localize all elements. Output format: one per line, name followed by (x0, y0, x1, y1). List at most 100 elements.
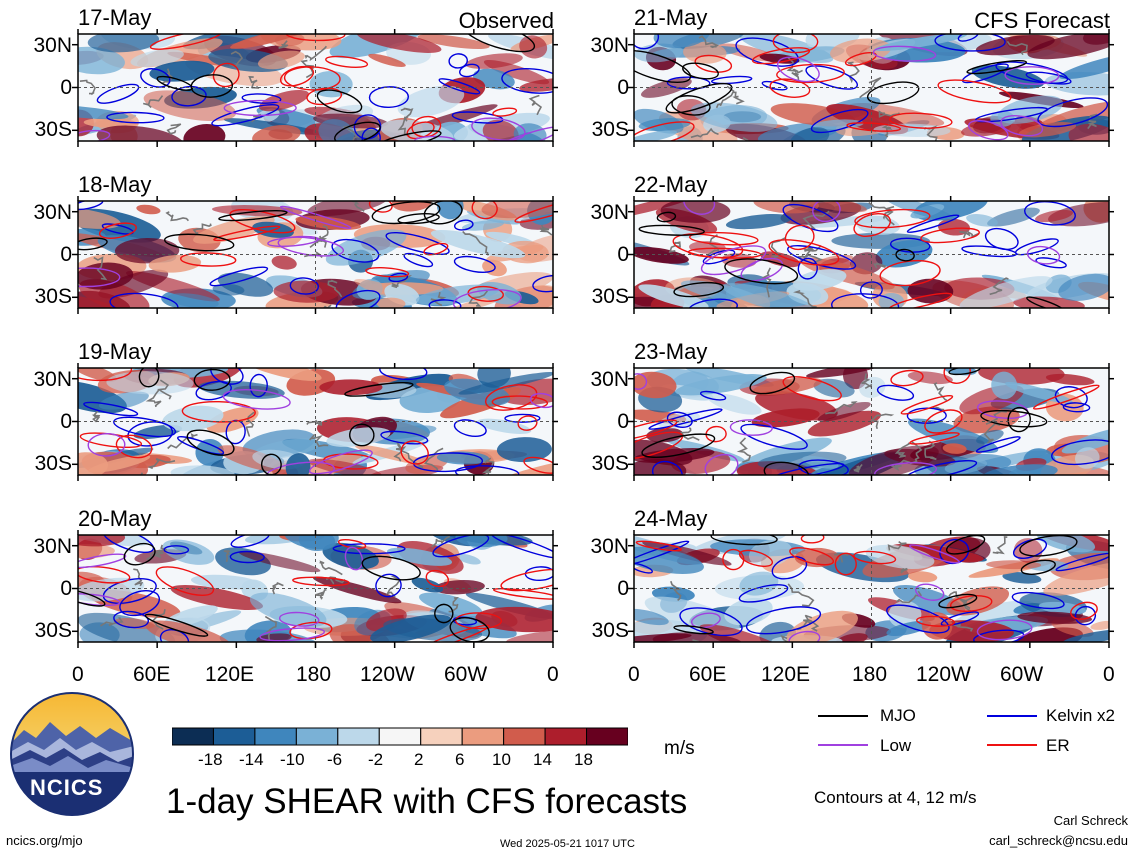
coastline (424, 447, 444, 472)
wave-contour (683, 201, 716, 215)
shear-blob (455, 535, 508, 548)
wave-contour (425, 569, 449, 588)
wave-contour (634, 34, 660, 50)
wave-contour (422, 624, 490, 642)
wave-contour (909, 544, 960, 564)
shear-blob (724, 597, 773, 626)
shear-blob (873, 123, 951, 137)
wave-contour (665, 82, 733, 114)
wave-contour (699, 390, 727, 401)
shear-blob (285, 453, 311, 475)
wave-contour (694, 54, 733, 73)
lat-label-30s: 30S (34, 452, 72, 475)
wave-contour (900, 394, 954, 415)
wave-contour (812, 201, 841, 223)
colorbar-swatch (544, 727, 588, 746)
wave-contour (106, 111, 165, 124)
lon-label: 60E (689, 663, 727, 686)
website-link[interactable]: ncics.org/mjo (6, 833, 83, 848)
coastline (668, 241, 681, 253)
shear-blob (307, 201, 389, 217)
wave-contour (784, 224, 815, 251)
coastline (780, 634, 789, 642)
wave-contour (671, 95, 711, 116)
chart-title: 1-day SHEAR with CFS forecasts (166, 782, 688, 821)
wave-contour (452, 288, 522, 308)
lon-label: 60E (133, 663, 171, 686)
coastline (989, 277, 1009, 296)
wave-contour (1000, 115, 1044, 137)
coastline (300, 59, 315, 79)
shear-blob (1059, 52, 1109, 80)
wave-contour (385, 232, 450, 255)
wave-contour (467, 285, 504, 302)
wave-contour (87, 432, 126, 457)
wave-contour (1004, 66, 1060, 85)
wave-contour (740, 423, 808, 450)
coastline (959, 595, 975, 614)
wave-contour (738, 549, 774, 568)
wave-contour (1026, 245, 1061, 265)
shear-blob (675, 374, 767, 396)
lat-label-eq: 0 (60, 410, 72, 433)
wave-contour (995, 61, 1069, 84)
shear-blob (1090, 620, 1109, 630)
colorbar-swatch (461, 727, 505, 746)
wave-contour (889, 112, 953, 129)
shear-blob (638, 284, 709, 308)
coastline (834, 553, 849, 563)
coastline (385, 575, 402, 598)
shear-blob (1062, 629, 1109, 642)
coastline (147, 458, 176, 470)
map-panels (72, 29, 1114, 648)
wave-contour (361, 555, 421, 581)
shear-blob (397, 85, 465, 118)
wave-contour (1024, 201, 1076, 226)
lat-label-30n: 30N (590, 201, 629, 224)
wave-contour (890, 369, 924, 387)
coastline (802, 210, 830, 231)
wave-contour (938, 593, 978, 609)
wave-contour (453, 419, 487, 437)
wave-contour (163, 545, 190, 555)
coastline (959, 230, 980, 239)
author-email[interactable]: carl_schreck@ncsu.edu (989, 833, 1128, 848)
coastline (309, 433, 329, 448)
ncics-logo[interactable] (10, 692, 134, 816)
coastline (327, 279, 343, 298)
shear-blob (807, 410, 882, 437)
lat-label-eq: 0 (617, 410, 629, 433)
shear-blob (646, 427, 684, 443)
wave-contour (940, 611, 980, 627)
wave-contour (78, 588, 106, 607)
wave-contour (223, 99, 297, 117)
coastline (481, 457, 495, 475)
colorbar-swatch (254, 727, 297, 746)
wave-contour (937, 79, 1012, 104)
panel-date-label: 18-May (78, 172, 152, 197)
coastline (881, 123, 893, 138)
coastline (878, 110, 900, 118)
wave-contour (325, 55, 369, 69)
shear-blob (755, 390, 838, 421)
wave-contour (769, 78, 811, 98)
wave-contour (78, 368, 133, 382)
wave-contour (278, 611, 320, 627)
shear-blob (788, 201, 867, 213)
coastline (791, 69, 803, 82)
wave-contour (156, 75, 194, 91)
wave-contour (331, 238, 380, 263)
wave-contour (102, 535, 155, 554)
wave-contour (888, 292, 953, 308)
wave-contour (365, 267, 410, 278)
coastline (846, 61, 860, 84)
wave-contour (459, 63, 480, 78)
shear-blob (886, 620, 932, 637)
shear-blob (249, 592, 327, 627)
shear-blob (242, 368, 322, 381)
coastline (397, 116, 410, 138)
lon-label: 0 (547, 663, 559, 686)
wave-contour (292, 576, 350, 587)
coastline (350, 201, 365, 212)
shear-blob (1058, 273, 1109, 301)
